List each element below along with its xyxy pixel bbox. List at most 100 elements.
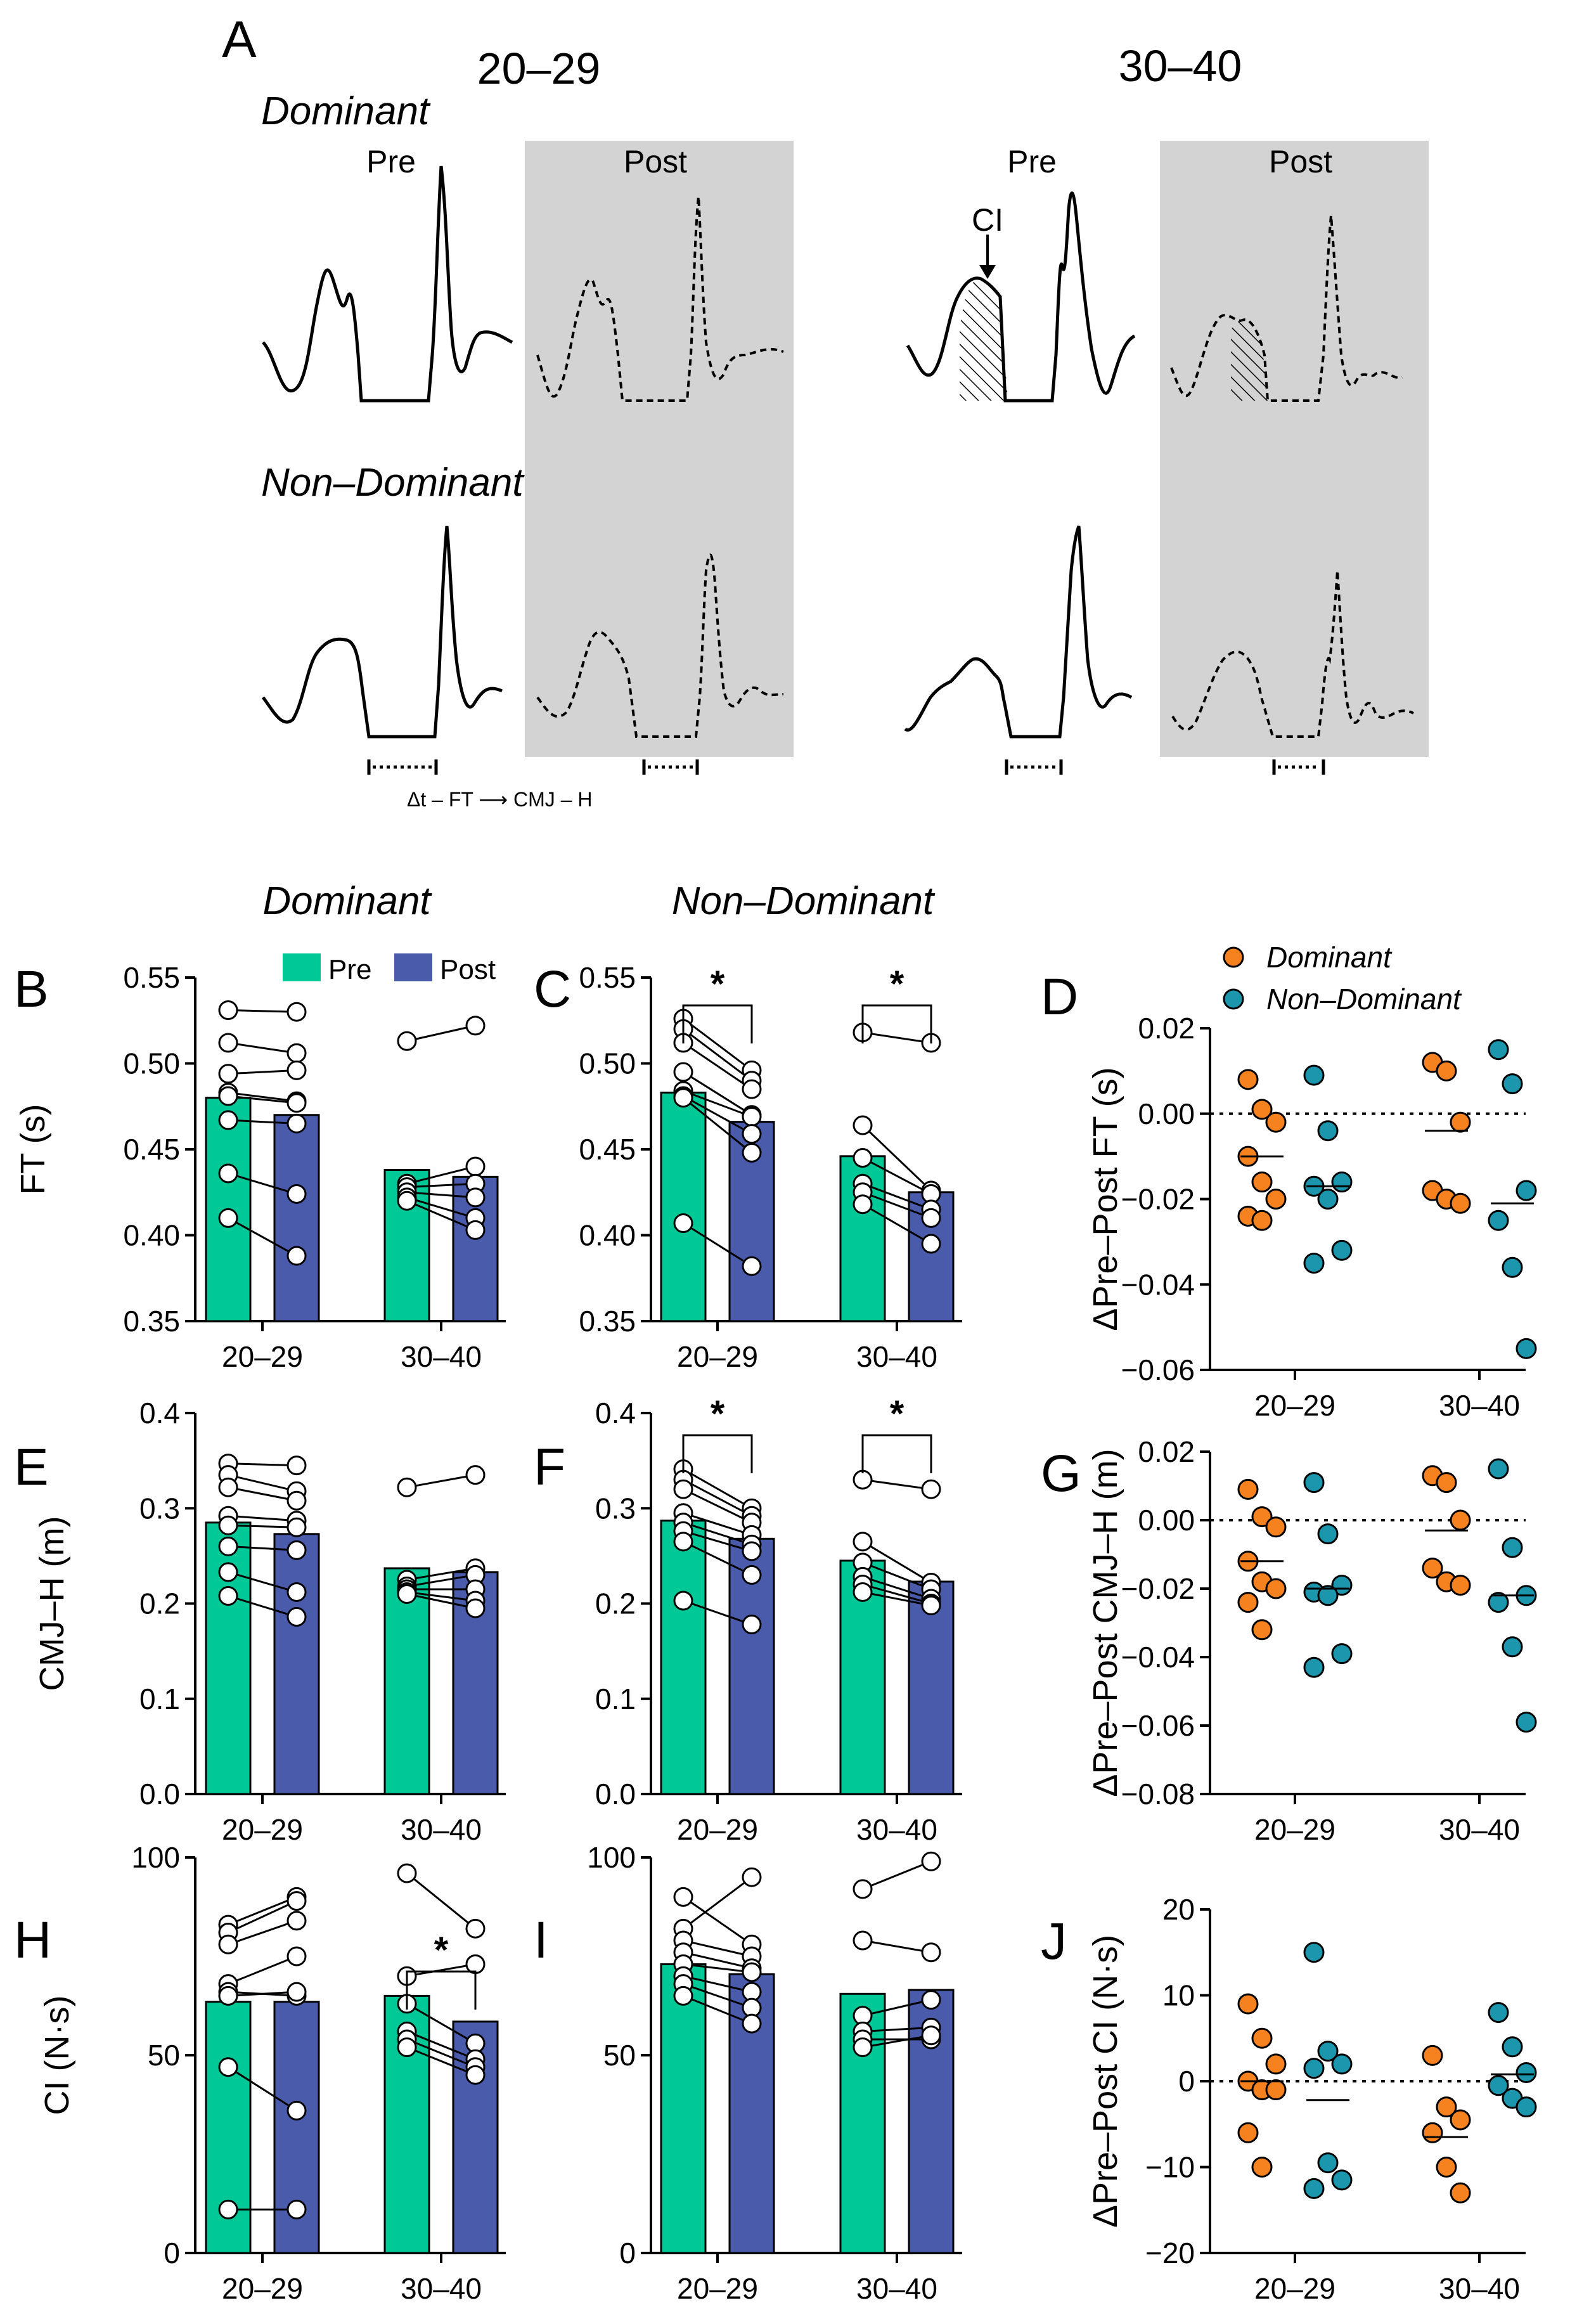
label-post-20-29: Post [624, 144, 687, 179]
point-dominant [1237, 1478, 1259, 1500]
x-tick-label: 20–29 [222, 2272, 303, 2305]
legend-non-dominant: Non–Dominant [1266, 983, 1462, 1016]
point-pre [218, 1208, 238, 1228]
point-post [742, 1079, 762, 1099]
pair-line [862, 1591, 932, 1606]
point-dominant [1450, 1575, 1471, 1596]
legend-post: Post [440, 954, 496, 985]
pair-line [862, 1182, 932, 1211]
y-tick-label: −0.04 [1121, 1268, 1195, 1301]
pair-line [406, 2003, 476, 2044]
point-dominant [1450, 2109, 1471, 2131]
point-pre [673, 1479, 693, 1499]
point-non-dominant [1317, 2152, 1339, 2174]
y-tick-label: 0.00 [1138, 1504, 1195, 1537]
trace-nondom-30-40-pre [904, 526, 1133, 739]
y-tick-label: 0.55 [123, 961, 180, 994]
trace-nondom-30-40-post [1171, 570, 1414, 738]
x-tick-label: 20–29 [677, 1340, 758, 1373]
point-pre [673, 1532, 693, 1552]
pair-line [862, 1191, 932, 1219]
point-non-dominant [1488, 1039, 1509, 1061]
point-post [921, 1851, 941, 1871]
pair-line [406, 1199, 476, 1231]
point-pre [673, 1062, 693, 1082]
point-post [286, 1184, 307, 1204]
bar-pre [660, 1520, 707, 1795]
point-non-dominant [1317, 1523, 1339, 1545]
ci-area-post-30-40 [1231, 320, 1268, 401]
point-post [465, 1187, 486, 1208]
point-pre [218, 1033, 238, 1053]
point-post [742, 1107, 762, 1127]
panel-f: F 0.0 0.1 0.2 0.3 0.4 20–29 30–40 * * [534, 1393, 962, 1846]
point-post [286, 1093, 307, 1113]
pair-line [406, 1165, 476, 1185]
pair-line [862, 2026, 932, 2033]
x-tick-label: 30–40 [1439, 1389, 1520, 1422]
pair-line [862, 1203, 932, 1245]
point-pre [397, 1863, 417, 1883]
pair-line [406, 2030, 476, 2060]
point-pre [673, 1591, 693, 1611]
bar-post [273, 1533, 320, 1795]
x-tick-label: 30–40 [1439, 2272, 1520, 2305]
pair-line [683, 1028, 752, 1081]
point-dominant [1237, 1592, 1259, 1613]
point-post [742, 1867, 762, 1887]
point-non-dominant [1303, 1472, 1325, 1494]
pair-line [683, 1521, 752, 1546]
point-post [286, 1582, 307, 1602]
panel-j: J −20 −10 0 10 20 20–29 30–40 ΔPre–Post CI (N·s) [1041, 1893, 1537, 2305]
y-tick-label: −0.02 [1121, 1572, 1195, 1605]
pair-line [406, 1191, 476, 1199]
point-non-dominant [1331, 2169, 1353, 2191]
y-tick-label: 0.3 [595, 1492, 636, 1525]
pair-line [406, 1593, 476, 1610]
significance-star: * [434, 1930, 449, 1971]
pair-line [683, 1599, 752, 1625]
point-non-dominant [1331, 1172, 1353, 1193]
point-dominant [1450, 2182, 1471, 2204]
point-post [742, 1541, 762, 1561]
pair-line [683, 1995, 752, 2025]
point-pre [853, 1115, 873, 1135]
pair-line [683, 1951, 752, 1970]
point-pre [218, 1536, 238, 1556]
pair-line [683, 1983, 752, 2009]
point-non-dominant [1516, 1338, 1537, 1359]
pair-line [228, 1900, 297, 1933]
y-tick-label: 20 [1162, 1893, 1195, 1926]
trace-nondom-20-29-post [536, 553, 784, 738]
bar-post [273, 1114, 320, 1322]
pair-line [683, 1963, 752, 1973]
ci-annotation: CI [972, 202, 1003, 238]
point-post [286, 1540, 307, 1560]
point-pre [218, 1477, 238, 1497]
panel-letter-f: F [534, 1438, 565, 1496]
pair-line [228, 1545, 297, 1551]
point-non-dominant [1502, 1537, 1523, 1558]
panel-letter-c: C [534, 960, 571, 1018]
point-post [742, 1256, 762, 1276]
bar-pre [660, 1963, 707, 2254]
pair-line [228, 1042, 297, 1054]
panel-letter-j: J [1041, 1913, 1067, 1970]
point-dominant [1450, 1192, 1471, 1214]
point-non-dominant [1317, 1120, 1339, 1142]
trace-dom-30-40-post [1170, 215, 1403, 402]
title-20-29: 20–29 [477, 44, 601, 93]
point-pre [853, 1148, 873, 1168]
significance-star: * [711, 1393, 725, 1435]
trace-dom-30-40-pre [906, 191, 1136, 403]
point-pre [397, 1191, 417, 1211]
pair-line [228, 1462, 297, 1467]
point-post [286, 1246, 307, 1266]
dt-markers [367, 759, 1325, 775]
pair-line [228, 1571, 297, 1593]
ci-area-pre-30-40 [960, 278, 1008, 401]
post-shade-20-29 [525, 141, 794, 757]
y-tick-label: 0 [1178, 2065, 1195, 2098]
point-post [286, 2199, 307, 2219]
pair-line [683, 1017, 752, 1071]
